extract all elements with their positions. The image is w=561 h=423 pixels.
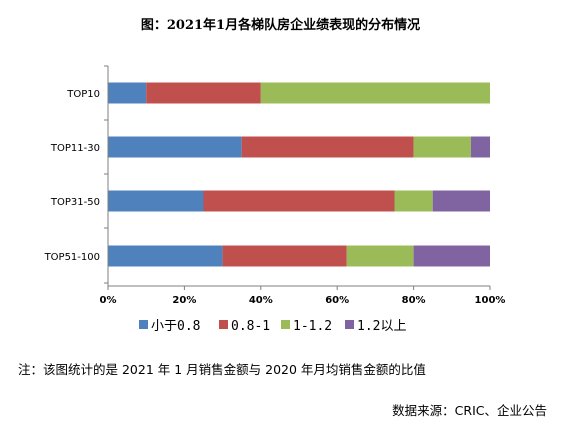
bar-segment-TOP31-50-2 bbox=[394, 190, 433, 212]
x-axis: 0% 20% 40% 60% 80% 100% bbox=[100, 285, 506, 306]
bar-segment-TOP11-30-3 bbox=[470, 136, 490, 158]
bar-segment-TOP11-30-2 bbox=[413, 136, 471, 158]
x-tick-label: 40% bbox=[249, 295, 273, 306]
y-tick-label: TOP31-50 bbox=[50, 197, 100, 208]
bar-segment-TOP10-2 bbox=[260, 82, 490, 104]
x-tick-label: 80% bbox=[402, 295, 426, 306]
legend-label: 小于0.8 bbox=[151, 319, 200, 334]
y-tick-label: TOP10 bbox=[66, 89, 100, 100]
legend-swatch bbox=[139, 320, 148, 329]
legend-swatch bbox=[219, 320, 228, 329]
bar-segment-TOP31-50-0 bbox=[108, 190, 204, 212]
bar-segment-TOP51-100-3 bbox=[413, 245, 490, 267]
bar-segment-TOP51-100-1 bbox=[222, 245, 347, 267]
footnote: 注：该图统计的是 2021 年 1 月销售金额与 2020 年月均销售金额的比值 bbox=[18, 362, 426, 377]
legend-label: 1.2以上 bbox=[357, 319, 406, 334]
legend-label: 0.8-1 bbox=[231, 319, 270, 334]
legend-swatch bbox=[281, 320, 290, 329]
x-tick-label: 0% bbox=[100, 295, 117, 306]
legend-swatch bbox=[345, 320, 354, 329]
source-note: 数据来源：CRIC、企业公告 bbox=[392, 403, 547, 418]
bar-segment-TOP51-100-2 bbox=[346, 245, 414, 267]
y-axis-labels: TOP10 TOP11-30 TOP31-50 TOP51-100 bbox=[44, 65, 108, 284]
x-tick-label: 60% bbox=[325, 295, 349, 306]
y-tick-label: TOP51-100 bbox=[44, 252, 100, 263]
bar-segment-TOP51-100-0 bbox=[108, 245, 223, 267]
bar-segment-TOP31-50-1 bbox=[203, 190, 395, 212]
bar-segment-TOP10-1 bbox=[146, 82, 261, 104]
legend-label: 1-1.2 bbox=[293, 319, 332, 334]
legend: 小于0.8 0.8-1 1-1.2 1.2以上 bbox=[139, 319, 406, 334]
chart-title: 图：2021年1月各梯队房企业绩表现的分布情况 bbox=[140, 18, 421, 33]
y-tick-label: TOP11-30 bbox=[50, 143, 100, 154]
bar-segment-TOP11-30-0 bbox=[108, 136, 242, 158]
bar-segment-TOP11-30-1 bbox=[241, 136, 414, 158]
x-tick-label: 20% bbox=[172, 295, 196, 306]
x-tick-label: 100% bbox=[475, 295, 506, 306]
bar-segment-TOP31-50-3 bbox=[432, 190, 490, 212]
bar-segment-TOP10-0 bbox=[108, 82, 147, 104]
bars-layer bbox=[108, 82, 490, 267]
